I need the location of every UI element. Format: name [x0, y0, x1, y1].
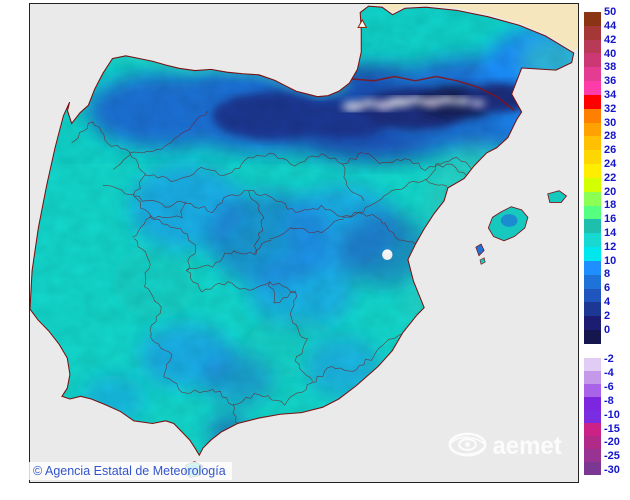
svg-text:aemet: aemet [492, 433, 561, 460]
